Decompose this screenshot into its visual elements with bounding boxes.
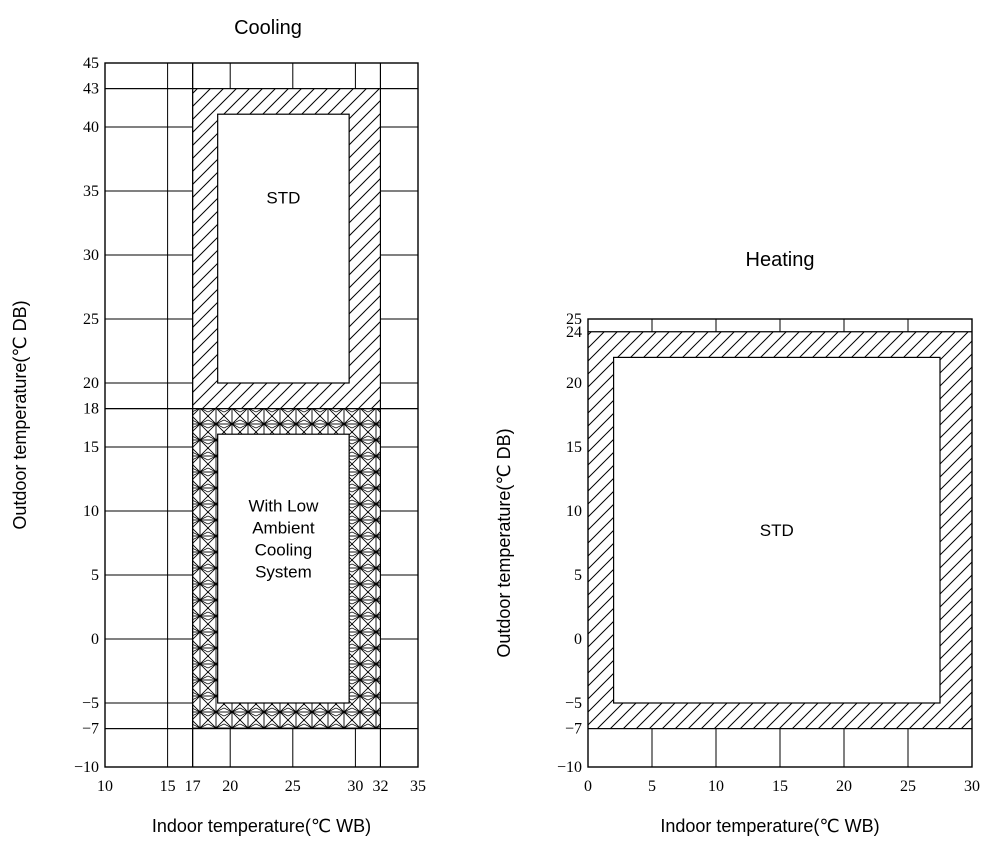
y-tick-label: 5 xyxy=(91,567,99,584)
x-tick-label: 20 xyxy=(836,778,852,795)
x-tick-label: 10 xyxy=(708,778,724,795)
y-tick-label: 10 xyxy=(83,503,99,520)
x-tick-label: 10 xyxy=(97,778,113,795)
region-label: Cooling xyxy=(255,541,313,560)
y-tick-label: −5 xyxy=(565,695,582,712)
x-tick-label: 30 xyxy=(347,778,363,795)
x-tick-label: 20 xyxy=(222,778,238,795)
y-tick-label: −10 xyxy=(74,759,99,776)
y-tick-label: −10 xyxy=(557,759,582,776)
region-inner-0 xyxy=(218,114,349,383)
x-tick-label: 5 xyxy=(648,778,656,795)
y-tick-label: 15 xyxy=(83,439,99,456)
chart-title: Heating xyxy=(746,249,815,271)
y-tick-label: 0 xyxy=(91,631,99,648)
y-tick-label: 10 xyxy=(566,503,582,520)
y-tick-label: 25 xyxy=(566,311,582,328)
region-label: Ambient xyxy=(252,519,315,538)
y-tick-label: 20 xyxy=(566,375,582,392)
x-tick-label: 15 xyxy=(772,778,788,795)
y-tick-label: 18 xyxy=(83,401,99,418)
region-label: System xyxy=(255,563,312,582)
y-tick-label: 5 xyxy=(574,567,582,584)
y-axis-label: Outdoor temperature(℃ DB) xyxy=(10,300,30,529)
x-tick-label: 17 xyxy=(185,778,201,795)
chart-title: Cooling xyxy=(234,17,302,39)
region-label: STD xyxy=(760,521,794,540)
x-tick-label: 15 xyxy=(160,778,176,795)
y-tick-label: 35 xyxy=(83,183,99,200)
y-tick-label: 40 xyxy=(83,119,99,136)
x-tick-label: 30 xyxy=(964,778,980,795)
y-tick-label: 30 xyxy=(83,247,99,264)
y-tick-label: 45 xyxy=(83,55,99,72)
x-tick-label: 32 xyxy=(372,778,388,795)
y-tick-label: 0 xyxy=(574,631,582,648)
x-tick-label: 25 xyxy=(285,778,301,795)
y-tick-label: 43 xyxy=(83,81,99,98)
y-tick-label: −5 xyxy=(82,695,99,712)
y-tick-label: −7 xyxy=(82,721,99,738)
y-tick-label: 20 xyxy=(83,375,99,392)
region-label: With Low xyxy=(248,497,319,516)
x-tick-label: 25 xyxy=(900,778,916,795)
x-axis-label: Indoor temperature(℃ WB) xyxy=(660,816,879,836)
x-tick-label: 35 xyxy=(410,778,426,795)
y-tick-label: −7 xyxy=(565,721,582,738)
x-tick-label: 0 xyxy=(584,778,592,795)
y-tick-label: 25 xyxy=(83,311,99,328)
x-axis-label: Indoor temperature(℃ WB) xyxy=(152,816,371,836)
y-tick-label: 15 xyxy=(566,439,582,456)
region-label: STD xyxy=(266,188,300,207)
cooling-chart: Cooling −10 −7 −5 0 5 10 15 18 20 25 30 35 40 43 45 10 15… xyxy=(10,17,426,836)
y-axis-label: Outdoor temperature(℃ DB) xyxy=(494,428,514,657)
